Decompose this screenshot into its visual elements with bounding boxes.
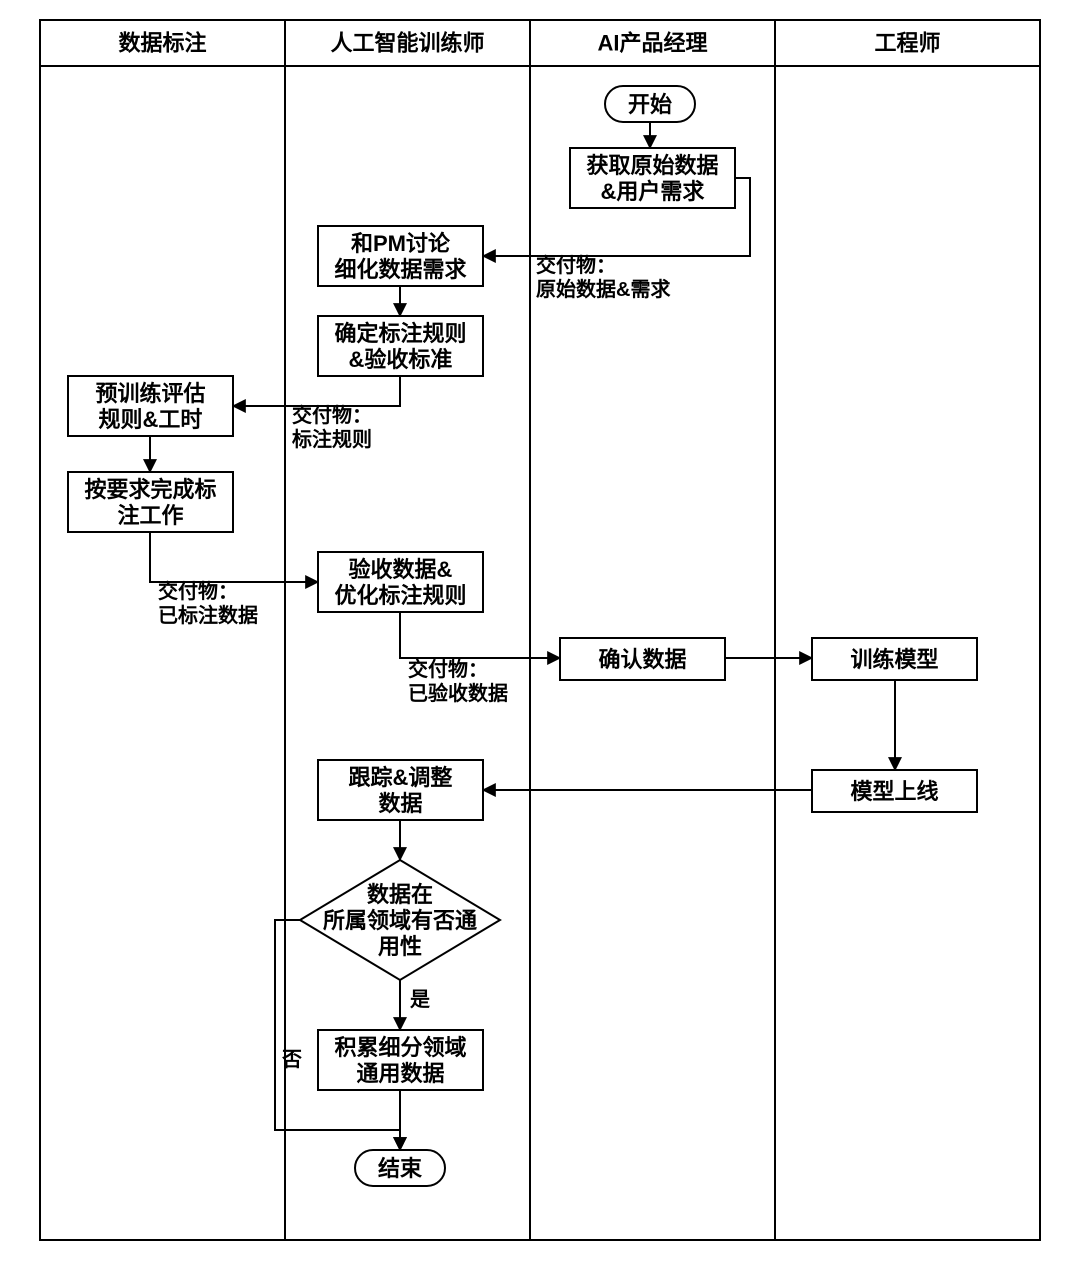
node-label: 验收数据&优化标注规则 [334, 557, 466, 608]
lane-header: AI产品经理 [597, 31, 707, 56]
lane-header: 数据标注 [118, 31, 206, 56]
node-label: 确定标注规则&验收标准 [334, 321, 466, 372]
node-label: 模型上线 [850, 779, 938, 804]
edge-label: 交付物：已验收数据 [408, 657, 508, 705]
node-label: 训练模型 [850, 647, 938, 672]
node-label: 开始 [628, 92, 672, 117]
edge-label: 交付物：已标注数据 [158, 579, 258, 627]
edge-label: 是 [409, 988, 430, 1011]
diagram-frame [40, 20, 1040, 1240]
lane-header: 人工智能训练师 [330, 31, 484, 56]
swimlane-flowchart: 数据标注 人工智能训练师 AI产品经理 工程师交付物：原始数据&需求交付物：标注规则交… [0, 0, 1080, 1263]
node-label: 确认数据 [598, 647, 686, 672]
node-label: 获取原始数据&用户需求 [586, 153, 718, 204]
node-label: 预训练评估规则&工时 [95, 381, 205, 432]
lane-header: 工程师 [874, 31, 940, 56]
edge-label: 交付物：标注规则 [292, 403, 372, 451]
edge-label: 否 [281, 1049, 302, 1071]
node-label: 结束 [378, 1156, 423, 1181]
node-label: 和PM讨论细化数据需求 [334, 231, 466, 282]
edge-label: 交付物：原始数据&需求 [536, 253, 671, 301]
flow-edge [150, 532, 318, 582]
flow-edge [233, 376, 400, 406]
flow-edge [400, 612, 560, 658]
